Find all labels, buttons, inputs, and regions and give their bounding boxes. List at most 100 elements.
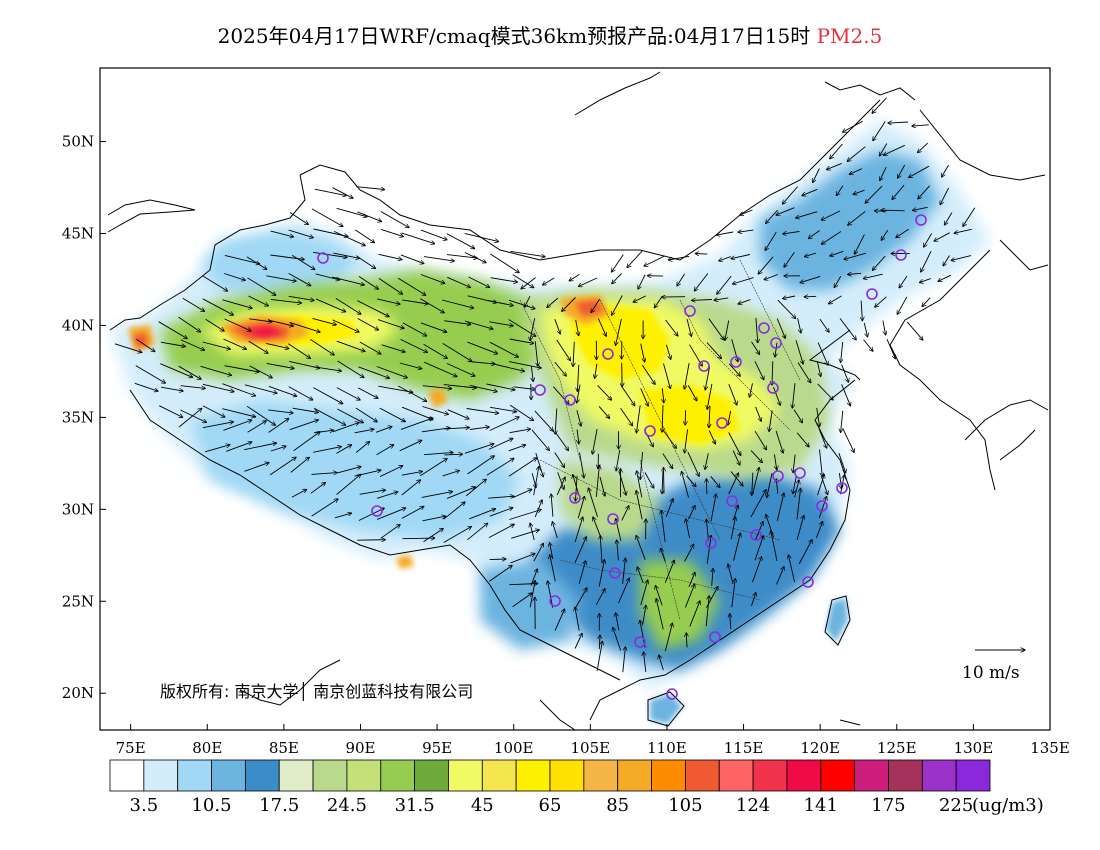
city-marker	[564, 394, 576, 406]
colorbar-label: 124	[736, 795, 770, 816]
wind-arrow	[291, 254, 315, 269]
wind-arrow	[512, 489, 532, 499]
city-marker	[602, 348, 614, 360]
wind-arrow	[569, 274, 580, 281]
title-text: 2025年04月17日WRF/cmaq模式36km预报产品:04月17日15时	[217, 24, 811, 48]
wind-arrow	[815, 522, 822, 538]
wind-arrow	[886, 339, 896, 359]
wind-arrow	[288, 386, 313, 400]
wind-arrow	[442, 471, 460, 477]
wind-arrow	[266, 342, 289, 348]
wind-arrow	[797, 362, 811, 383]
wind-arrow	[775, 342, 777, 357]
wind-arrow	[469, 509, 495, 520]
wind-arrow	[578, 277, 598, 287]
wind-arrow	[793, 454, 795, 473]
wind-arrow	[758, 256, 774, 274]
wind-arrow	[719, 256, 731, 261]
wind-arrow	[358, 366, 390, 378]
pm25-concentration-field	[110, 120, 990, 724]
colorbar: 3.5 10.5 17.5 24.5 31.5 45 65 85 105 124 141 175 225	[109, 759, 991, 816]
wind-arrow	[716, 231, 734, 235]
wind-arrow	[178, 316, 201, 332]
wind-arrow	[574, 633, 582, 649]
wind-arrow	[574, 537, 586, 563]
wind-arrow	[575, 588, 588, 609]
colorbar-swatch	[278, 759, 314, 792]
wind-arrow	[612, 295, 623, 316]
wind-arrow	[897, 296, 908, 315]
wind-arrow	[531, 429, 549, 450]
wind-arrow	[574, 517, 583, 543]
wind-arrow	[578, 561, 586, 585]
wind-arrow	[422, 516, 446, 522]
wind-arrow	[772, 361, 773, 385]
wind-arrow	[513, 386, 536, 390]
wind-arrow	[161, 386, 183, 391]
wind-arrow	[336, 340, 365, 351]
wind-arrow	[775, 430, 783, 453]
wind-arrow	[577, 384, 581, 403]
wind-arrow	[821, 210, 841, 220]
wind-arrow	[848, 273, 862, 274]
city-marker	[705, 537, 717, 549]
wind-arrow	[247, 421, 267, 433]
wind-arrow	[521, 277, 536, 289]
wind-arrow	[446, 233, 475, 249]
lat-tick-label: 25N	[62, 592, 94, 610]
city-marker	[816, 500, 828, 512]
colorbar-swatch	[549, 759, 585, 792]
colorbar-swatch	[583, 759, 619, 792]
wind-arrow	[802, 188, 818, 195]
wind-arrow	[577, 364, 578, 392]
wind-arrow	[854, 234, 865, 255]
colorbar-label: 45	[471, 795, 494, 816]
wind-arrow	[554, 452, 565, 468]
wind-arrow	[883, 144, 905, 155]
wind-arrow	[706, 535, 711, 564]
wind-arrow	[879, 143, 888, 157]
wind-arrow	[764, 274, 778, 280]
wind-arrow	[202, 422, 234, 429]
wind-arrow	[270, 446, 286, 452]
city-marker	[716, 417, 728, 429]
wind-arrow	[314, 188, 347, 195]
wind-arrow	[467, 523, 487, 541]
wind-arrow	[158, 405, 183, 418]
wind-arrow	[733, 277, 754, 284]
wind-arrow	[620, 385, 635, 406]
wind-arrow	[160, 341, 186, 346]
wind-arrow	[380, 228, 403, 236]
wind-arrow	[818, 428, 827, 448]
wind-arrow	[180, 409, 207, 423]
colorbar-swatch	[820, 759, 856, 792]
wind-arrow	[728, 363, 740, 376]
city-marker	[609, 567, 621, 579]
wind-arrow	[556, 339, 571, 361]
wind-arrow	[490, 406, 516, 411]
wind-arrow	[114, 343, 142, 353]
colorbar-swatch	[684, 759, 720, 792]
wind-arrow	[289, 420, 319, 431]
wind-arrow	[818, 496, 826, 519]
wind-arrow	[247, 277, 276, 295]
wind-arrow	[336, 207, 368, 217]
wind-arrow	[872, 97, 887, 114]
wind-arrow	[875, 296, 887, 307]
wind-arrow	[200, 365, 232, 375]
wind-arrow	[376, 492, 398, 499]
wind-arrow	[882, 320, 886, 335]
colorbar-swatch	[481, 759, 517, 792]
wind-arrow	[821, 231, 842, 245]
wind-arrow	[841, 341, 843, 363]
wind-arrow	[709, 405, 710, 428]
wind-arrow	[881, 210, 905, 211]
wind-arrow	[654, 295, 663, 308]
wind-arrow	[730, 614, 731, 630]
wind-arrow	[490, 362, 524, 371]
wind-arrow	[954, 228, 972, 233]
wind-arrow	[489, 321, 513, 326]
wind-arrow	[940, 187, 950, 205]
wind-arrow	[508, 445, 526, 452]
wind-arrow	[896, 228, 909, 238]
